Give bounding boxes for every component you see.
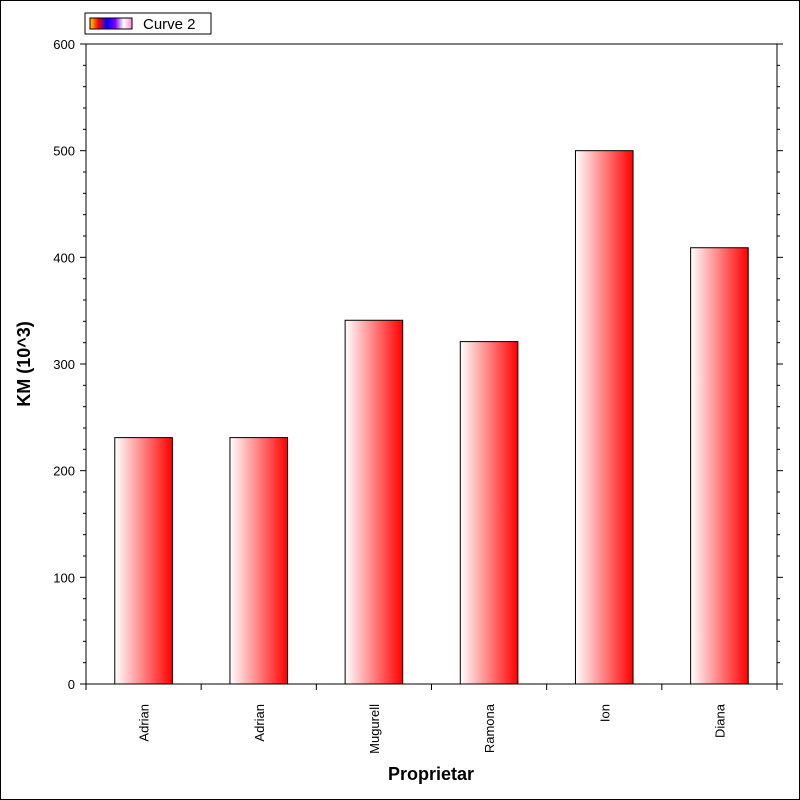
- legend-swatch: [89, 17, 133, 30]
- x-tick-label-0: Adrian: [137, 704, 152, 742]
- x-tick-label-5: Diana: [712, 703, 727, 738]
- y-tick-label-5: 500: [53, 144, 75, 159]
- x-tick-label-3: Ramona: [482, 703, 497, 753]
- bar-1: [229, 437, 289, 685]
- y-tick-label-4: 400: [53, 250, 75, 265]
- x-tick-label-1: Adrian: [252, 704, 267, 742]
- axes-group: [85, 43, 778, 685]
- bars-group: [114, 150, 749, 685]
- x-tick-label-4: Ion: [597, 704, 612, 722]
- y-tick-label-2: 200: [53, 464, 75, 479]
- bar-5: [690, 247, 749, 685]
- legend: Curve 2: [84, 12, 212, 35]
- y-axis-title: KM (10^3): [14, 321, 34, 407]
- ticks-group: 0 100 200 300 400 500 600 Adrian Adrian Mugurell R…: [53, 37, 783, 754]
- legend-label: Curve 2: [143, 16, 196, 33]
- y-tick-label-0: 0: [68, 677, 75, 692]
- y-tick-label-6: 600: [53, 37, 75, 52]
- bar-2: [344, 319, 404, 685]
- plot-frame: [85, 43, 778, 685]
- x-tick-label-2: Mugurell: [367, 704, 382, 754]
- bar-4: [574, 150, 634, 685]
- y-tick-label-1: 100: [53, 570, 75, 585]
- y-tick-label-3: 300: [53, 357, 75, 372]
- bar-3: [459, 341, 519, 685]
- x-axis-title: Proprietar: [388, 764, 474, 784]
- bar-0: [114, 437, 173, 685]
